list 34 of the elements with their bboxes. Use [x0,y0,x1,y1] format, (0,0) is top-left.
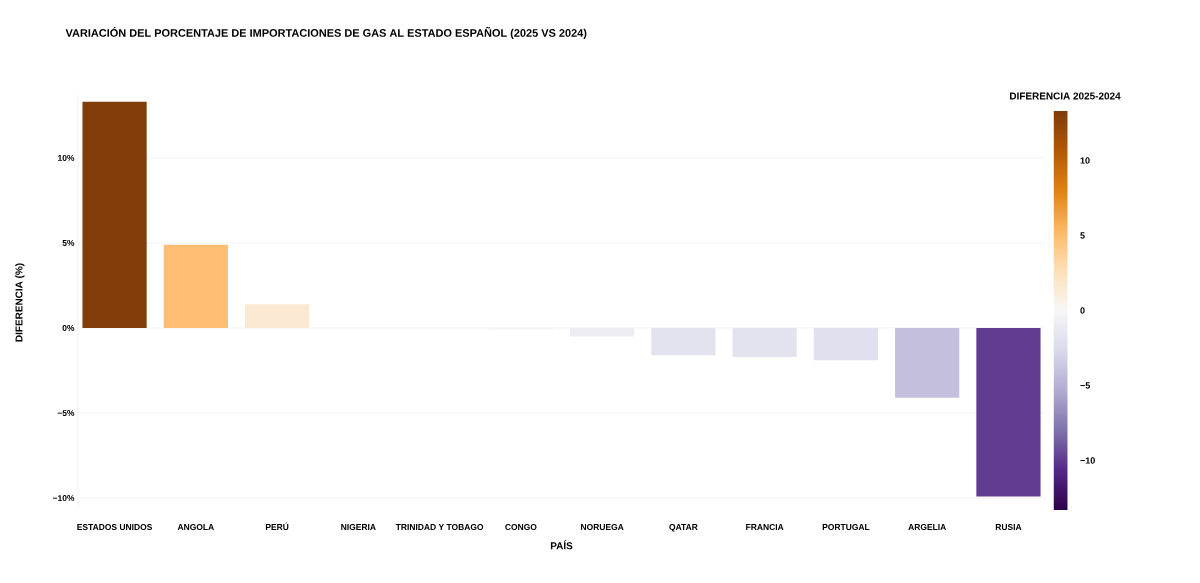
bar [813,328,879,361]
bar [732,328,797,357]
x-tick-label: PORTUGAL [822,524,870,531]
x-tick-label: ARGELIA [908,524,947,531]
bar [651,328,716,356]
y-tick-label: 5% [62,239,75,246]
y-tick-label: −5% [57,410,75,417]
x-tick-label: CONGO [505,524,537,531]
x-tick-label: NORUEGA [581,524,624,531]
color-bar-label: −10 [1080,457,1095,464]
x-axis-title: PAÍS [550,540,573,550]
y-tick-label: −10% [52,495,75,502]
y-tick-label: 10% [58,154,75,161]
x-tick-label: NIGERIA [341,524,376,531]
bar [244,304,310,329]
bar [895,328,960,398]
bar [82,101,147,329]
x-tick-label: QATAR [669,524,698,532]
color-bar-label: 0 [1080,307,1085,314]
chart-title: VARIACIÓN DEL PORCENTAJE DE IMPORTACIONES DE GAS AL ESTADO ESPAÑOL (2025 VS 2024) [65,26,587,39]
x-tick-label: ESTADOS UNIDOS [77,524,153,531]
x-tick-label: FRANCIA [746,524,784,531]
y-tick-label: 0% [62,325,75,331]
y-axis-title: DIFERENCIA (%) [15,263,25,342]
x-tick-label: ANGOLA [177,524,214,531]
color-bar-title: DIFERENCIA 2025-2024 [1010,92,1121,100]
color-bar-label: −5 [1080,382,1091,389]
x-tick-label: RUSIA [995,524,1022,531]
bar [976,328,1041,497]
color-bar-label: 5 [1080,232,1085,239]
x-tick-label: TRINIDAD Y TOBAGO [395,524,484,531]
bar [163,244,228,329]
color-bar-label: 10 [1080,157,1090,164]
x-tick-label: PERÚ [265,522,289,531]
